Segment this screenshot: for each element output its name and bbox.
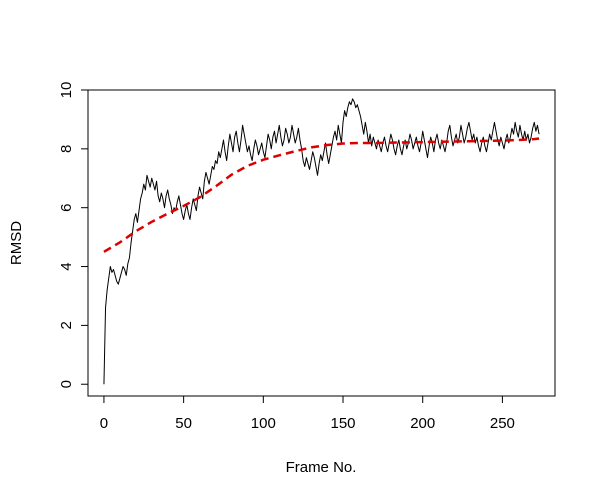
- x-tick-label: 250: [490, 415, 515, 432]
- y-tick-label: 0: [58, 380, 75, 388]
- y-tick-label: 10: [58, 82, 75, 99]
- y-tick-label: 8: [58, 145, 75, 153]
- trend-line: [103, 137, 540, 253]
- y-tick-label: 6: [58, 204, 75, 212]
- x-tick-label: 150: [331, 415, 356, 432]
- y-axis: 0 2 4 6 8 10: [58, 82, 89, 388]
- x-tick-label: 200: [410, 415, 435, 432]
- x-axis-label: Frame No.: [286, 459, 357, 476]
- x-tick-label: 50: [175, 415, 192, 432]
- series-layer: [103, 98, 540, 385]
- y-tick-label: 4: [58, 262, 75, 270]
- x-axis: 0 50 100 150 200 250: [100, 395, 515, 432]
- x-tick-label: 100: [251, 415, 276, 432]
- rmsd-line: [103, 98, 540, 385]
- y-axis-label: RMSD: [8, 221, 25, 265]
- plot-area: [87, 89, 556, 397]
- x-tick-label: 0: [100, 415, 108, 432]
- y-tick-label: 2: [58, 321, 75, 329]
- plot-frame: [87, 89, 556, 397]
